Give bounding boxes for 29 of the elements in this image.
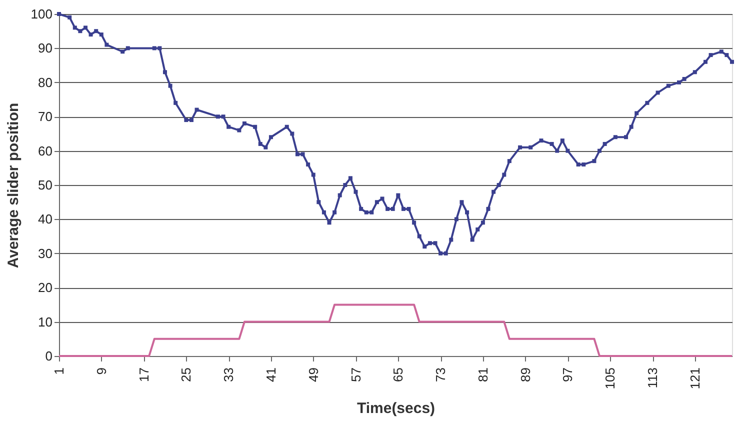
x-tick-label: 73: [433, 368, 448, 382]
x-tick-label: 105: [602, 368, 618, 390]
y-tick-label: 40: [38, 212, 52, 227]
y-tick-label: 60: [38, 143, 52, 158]
y-tick-label: 90: [38, 40, 52, 56]
y-axis-title: Average slider position: [4, 102, 22, 268]
x-tick-label: 41: [263, 368, 278, 382]
x-tick-label: 81: [475, 368, 490, 382]
y-tick-label: 10: [38, 314, 52, 330]
y-tick-label: 80: [38, 74, 52, 90]
y-tick-label: 50: [38, 178, 52, 192]
x-tick-label: 121: [687, 368, 702, 390]
y-tick-label: 20: [38, 280, 52, 296]
x-tick-label: 49: [306, 368, 321, 382]
x-axis-title: Time(secs): [356, 400, 436, 418]
x-tick-label: 9: [94, 368, 109, 375]
y-tick-label: 30: [38, 246, 52, 261]
x-tick-label: 1: [52, 368, 66, 375]
x-tick-label: 17: [136, 368, 152, 382]
x-tick-label: 97: [560, 368, 576, 382]
x-tick-label: 57: [348, 368, 364, 382]
y-tick-label: 70: [38, 109, 52, 124]
x-tick-label: 25: [178, 368, 194, 382]
x-tick-label: 65: [390, 368, 406, 382]
y-tick-label: 0: [45, 348, 52, 364]
x-tick-label: 113: [645, 368, 660, 388]
y-tick-label: 100: [30, 6, 52, 22]
x-tick-label: 89: [518, 368, 533, 382]
x-tick-label: 33: [221, 368, 236, 382]
